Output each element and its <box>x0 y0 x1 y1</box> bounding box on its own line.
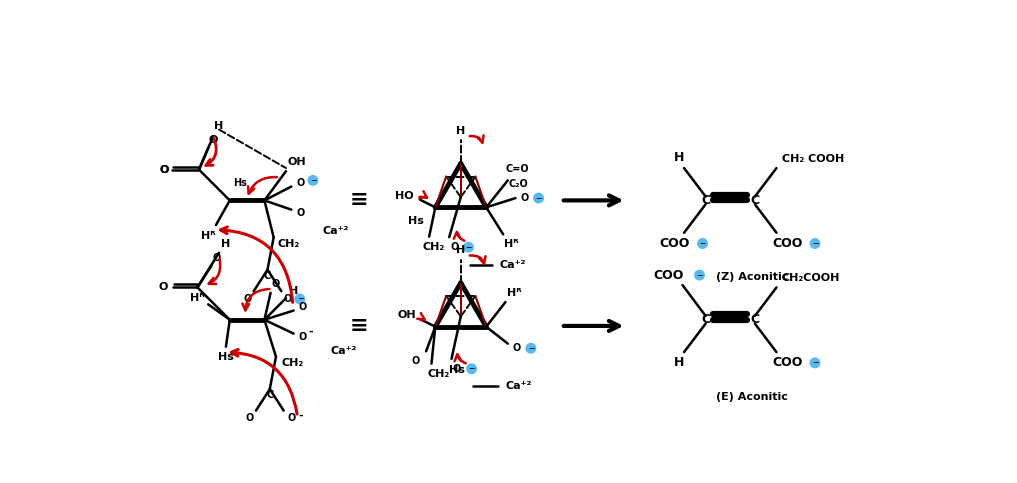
Text: O: O <box>299 332 307 341</box>
Text: ≡: ≡ <box>350 316 368 336</box>
Text: O: O <box>160 165 169 175</box>
Text: O: O <box>299 302 307 313</box>
Text: C: C <box>751 194 760 207</box>
Text: H: H <box>221 239 230 249</box>
Text: Hᴿ: Hᴿ <box>190 293 204 303</box>
Circle shape <box>698 239 707 248</box>
Text: O: O <box>159 283 168 292</box>
Circle shape <box>695 270 704 280</box>
Text: O: O <box>412 356 420 366</box>
Text: (Z) Aconitic: (Z) Aconitic <box>716 272 788 283</box>
Text: Hs: Hs <box>233 179 247 188</box>
Text: O: O <box>208 135 218 145</box>
Text: −: − <box>812 358 818 368</box>
Text: CH₂: CH₂ <box>427 369 450 380</box>
Text: −: − <box>535 194 542 202</box>
Text: (E) Aconitic: (E) Aconitic <box>716 392 788 402</box>
Text: −: − <box>466 242 472 252</box>
Text: CH₂: CH₂ <box>282 358 304 368</box>
Text: H: H <box>215 122 224 131</box>
Text: CH₂: CH₂ <box>423 242 444 253</box>
Text: O: O <box>243 294 251 304</box>
Text: O: O <box>513 343 521 353</box>
Text: Hᴿ: Hᴿ <box>201 231 216 241</box>
Text: C: C <box>701 313 710 326</box>
Text: Hᴿ: Hᴿ <box>503 239 519 249</box>
Text: O: O <box>160 165 169 175</box>
Text: ≡: ≡ <box>350 190 368 211</box>
Text: COO: COO <box>772 237 802 250</box>
Circle shape <box>534 194 543 203</box>
Text: Ca⁺²: Ca⁺² <box>500 260 527 270</box>
Text: C: C <box>263 271 272 281</box>
Text: O: O <box>451 242 459 252</box>
Text: −: − <box>697 270 703 280</box>
Text: O: O <box>297 179 305 188</box>
Text: Hᴿ: Hᴿ <box>506 288 522 298</box>
Text: O: O <box>284 294 292 304</box>
Circle shape <box>464 242 473 252</box>
Text: −: − <box>310 176 316 185</box>
Text: −: − <box>812 239 818 248</box>
Text: −: − <box>469 364 475 373</box>
Text: CH₂COOH: CH₂COOH <box>781 273 840 283</box>
Circle shape <box>526 343 536 353</box>
Text: -: - <box>308 327 313 337</box>
Text: COO: COO <box>654 269 683 282</box>
Text: H: H <box>457 245 466 256</box>
Text: C: C <box>751 313 760 326</box>
Text: COO: COO <box>772 356 802 369</box>
Circle shape <box>308 176 317 185</box>
Text: Hs: Hs <box>218 352 234 362</box>
Text: Ca⁺²: Ca⁺² <box>505 381 532 391</box>
Text: C: C <box>266 390 274 400</box>
Circle shape <box>811 239 820 248</box>
Text: −: − <box>700 239 706 248</box>
Text: C: C <box>701 194 710 207</box>
Text: O: O <box>453 364 461 374</box>
Text: O: O <box>521 193 529 203</box>
Text: COO: COO <box>660 237 690 250</box>
Text: CH₂: CH₂ <box>278 239 300 249</box>
Text: C₂O: C₂O <box>508 179 529 189</box>
Text: O: O <box>272 279 280 289</box>
Circle shape <box>467 364 476 373</box>
Text: CH₂ COOH: CH₂ COOH <box>781 154 844 164</box>
Text: OH: OH <box>398 310 416 320</box>
Text: H: H <box>673 151 683 164</box>
Text: C=O: C=O <box>505 164 529 174</box>
Text: H: H <box>674 356 684 369</box>
Text: Ca⁺²: Ca⁺² <box>331 345 357 355</box>
Text: HO: HO <box>396 191 414 201</box>
Text: -: - <box>298 410 303 420</box>
Text: H: H <box>289 285 298 296</box>
Text: O: O <box>287 413 296 423</box>
Text: H: H <box>457 126 466 136</box>
Text: O: O <box>246 413 254 423</box>
Text: Hs: Hs <box>408 216 424 226</box>
Circle shape <box>295 294 304 304</box>
Text: Ca⁺²: Ca⁺² <box>322 226 349 236</box>
Text: −: − <box>528 344 534 353</box>
Circle shape <box>811 358 820 368</box>
Text: O: O <box>297 208 305 218</box>
Text: OH: OH <box>288 157 306 167</box>
Text: −: − <box>297 295 303 303</box>
Text: Hs: Hs <box>448 365 465 375</box>
Text: O: O <box>213 253 221 263</box>
